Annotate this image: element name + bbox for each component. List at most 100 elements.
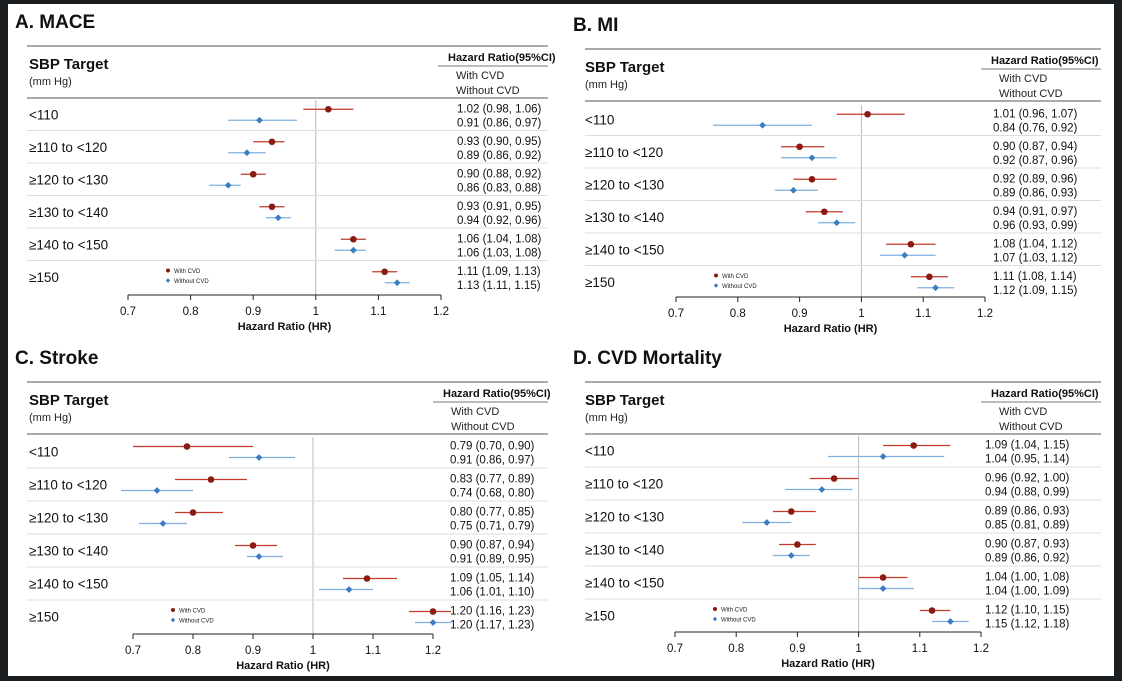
hazard-ratio-header: Hazard Ratio(95%CI) xyxy=(991,55,1099,67)
x-axis-title: Hazard Ratio (HR) xyxy=(781,658,875,670)
row-label: ≥150 xyxy=(585,275,615,290)
with-cvd-point xyxy=(249,170,257,178)
sbp-unit-label: (mm Hg) xyxy=(585,412,628,424)
with-cvd-ci-text: 1.20 (1.16, 1.23) xyxy=(450,606,535,618)
figure-sheet: A. MACE SBP Target (mm Hg) Hazard Ratio(95%… xyxy=(8,4,1114,676)
with-cvd-point xyxy=(796,143,803,151)
panel-stroke: C. Stroke SBP Target (mm Hg) Hazard Ratio(9… xyxy=(13,342,553,674)
without-cvd-ci-text: 0.85 (0.81, 0.89) xyxy=(985,520,1070,532)
without-cvd-point xyxy=(833,219,841,227)
row-label: ≥140 to <150 xyxy=(585,242,664,257)
without-cvd-ci-text: 0.89 (0.86, 0.93) xyxy=(993,187,1078,199)
with-cvd-ci-text: 0.90 (0.87, 0.94) xyxy=(450,540,535,552)
with-cvd-point xyxy=(363,575,371,582)
with-cvd-header: With CVD xyxy=(451,406,499,418)
with-cvd-ci-text: 1.06 (1.04, 1.08) xyxy=(457,233,542,245)
without-cvd-point xyxy=(159,520,167,527)
panel-cvd-mortality: D. CVD Mortality SBP Target (mm Hg) Hazard … xyxy=(571,342,1106,674)
with-cvd-ci-text: 0.93 (0.90, 0.95) xyxy=(457,136,542,148)
x-tick-label: 0.7 xyxy=(667,643,683,655)
legend-without-label: Without CVD xyxy=(174,279,209,285)
legend-with-marker xyxy=(166,268,170,273)
panel-mace: A. MACE SBP Target (mm Hg) Hazard Ratio(95%… xyxy=(13,6,556,336)
with-cvd-ci-text: 1.02 (0.98, 1.06) xyxy=(457,103,542,115)
with-cvd-ci-text: 0.90 (0.87, 0.94) xyxy=(993,141,1078,153)
legend-with-label: With CVD xyxy=(722,274,749,280)
with-cvd-ci-text: 0.79 (0.70, 0.90) xyxy=(450,441,535,453)
with-cvd-ci-text: 1.04 (1.00, 1.08) xyxy=(985,572,1070,584)
legend-with-label: With CVD xyxy=(179,609,206,615)
without-cvd-point xyxy=(349,246,357,254)
x-tick-label: 1.1 xyxy=(370,306,386,318)
row-label: ≥120 to <130 xyxy=(29,511,108,526)
x-tick-label: 0.7 xyxy=(668,308,684,320)
legend-without-label: Without CVD xyxy=(179,619,214,625)
without-cvd-point xyxy=(763,519,771,526)
panel-title: A. MACE xyxy=(15,12,95,33)
x-tick-label: 0.8 xyxy=(730,308,746,320)
with-cvd-point xyxy=(864,110,871,118)
x-tick-label: 0.7 xyxy=(125,645,141,657)
without-cvd-ci-text: 0.91 (0.89, 0.95) xyxy=(450,554,535,566)
without-cvd-point xyxy=(256,116,263,124)
forest-plot-svg: C. Stroke SBP Target (mm Hg) Hazard Ratio(9… xyxy=(15,348,551,672)
x-tick-label: 1.2 xyxy=(973,643,989,655)
with-cvd-point xyxy=(808,175,816,183)
with-cvd-point xyxy=(794,541,801,548)
panel-mi: B. MI SBP Target (mm Hg) Hazard Ratio(95%CI… xyxy=(571,9,1106,336)
legend-with-marker xyxy=(714,273,718,278)
without-cvd-point xyxy=(901,251,909,259)
legend-without-label: Without CVD xyxy=(722,284,757,290)
without-cvd-header: Without CVD xyxy=(999,421,1063,433)
row-label: <110 xyxy=(29,107,58,122)
row-label: ≥150 xyxy=(585,609,615,624)
with-cvd-ci-text: 1.11 (1.08, 1.14) xyxy=(993,271,1077,283)
x-tick-label: 0.9 xyxy=(792,308,808,320)
x-tick-label: 0.8 xyxy=(183,306,199,318)
without-cvd-ci-text: 0.75 (0.71, 0.79) xyxy=(450,521,535,533)
with-cvd-ci-text: 0.90 (0.88, 0.92) xyxy=(457,168,542,180)
without-cvd-point xyxy=(153,487,161,494)
without-cvd-point xyxy=(879,585,887,592)
legend-with-marker xyxy=(171,608,175,612)
x-tick-label: 1.2 xyxy=(425,645,441,657)
with-cvd-ci-text: 0.93 (0.91, 0.95) xyxy=(457,201,542,213)
with-cvd-ci-text: 1.08 (1.04, 1.12) xyxy=(993,238,1078,250)
x-tick-label: 1 xyxy=(310,645,316,657)
x-tick-label: 1.1 xyxy=(365,645,381,657)
x-tick-label: 1.1 xyxy=(915,308,931,320)
legend-without-marker xyxy=(713,283,719,288)
without-cvd-point xyxy=(393,279,401,287)
without-cvd-point xyxy=(255,553,263,560)
with-cvd-point xyxy=(879,574,887,581)
row-label: ≥130 to <140 xyxy=(585,543,664,558)
with-cvd-point xyxy=(429,608,437,615)
without-cvd-point xyxy=(947,618,954,625)
with-cvd-ci-text: 0.80 (0.77, 0.85) xyxy=(450,507,535,519)
without-cvd-ci-text: 1.15 (1.12, 1.18) xyxy=(985,619,1070,631)
panel-title: B. MI xyxy=(573,15,618,36)
with-cvd-point xyxy=(268,138,276,146)
with-cvd-point xyxy=(325,105,332,113)
without-cvd-ci-text: 0.84 (0.76, 0.92) xyxy=(993,122,1078,134)
x-tick-label: 0.7 xyxy=(120,306,136,318)
without-cvd-point xyxy=(255,454,263,461)
row-label: ≥120 to <130 xyxy=(585,510,664,525)
without-cvd-ci-text: 0.91 (0.86, 0.97) xyxy=(457,117,542,129)
x-tick-label: 1.2 xyxy=(977,308,993,320)
row-label: ≥120 to <130 xyxy=(29,172,108,187)
without-cvd-point xyxy=(224,181,232,189)
without-cvd-ci-text: 1.13 (1.11, 1.15) xyxy=(457,280,541,292)
with-cvd-header: With CVD xyxy=(999,73,1047,85)
sbp-unit-label: (mm Hg) xyxy=(29,412,72,424)
without-cvd-ci-text: 0.89 (0.86, 0.92) xyxy=(985,553,1070,565)
row-label: <110 xyxy=(585,444,614,459)
without-cvd-ci-text: 0.91 (0.86, 0.97) xyxy=(450,455,535,467)
with-cvd-point xyxy=(268,203,276,211)
with-cvd-ci-text: 1.12 (1.10, 1.15) xyxy=(985,605,1070,617)
x-tick-label: 0.8 xyxy=(185,645,201,657)
legend-with-marker xyxy=(713,607,717,611)
with-cvd-point xyxy=(821,208,828,216)
without-cvd-ci-text: 0.89 (0.86, 0.92) xyxy=(457,150,542,162)
row-label: ≥110 to <120 xyxy=(585,477,663,492)
